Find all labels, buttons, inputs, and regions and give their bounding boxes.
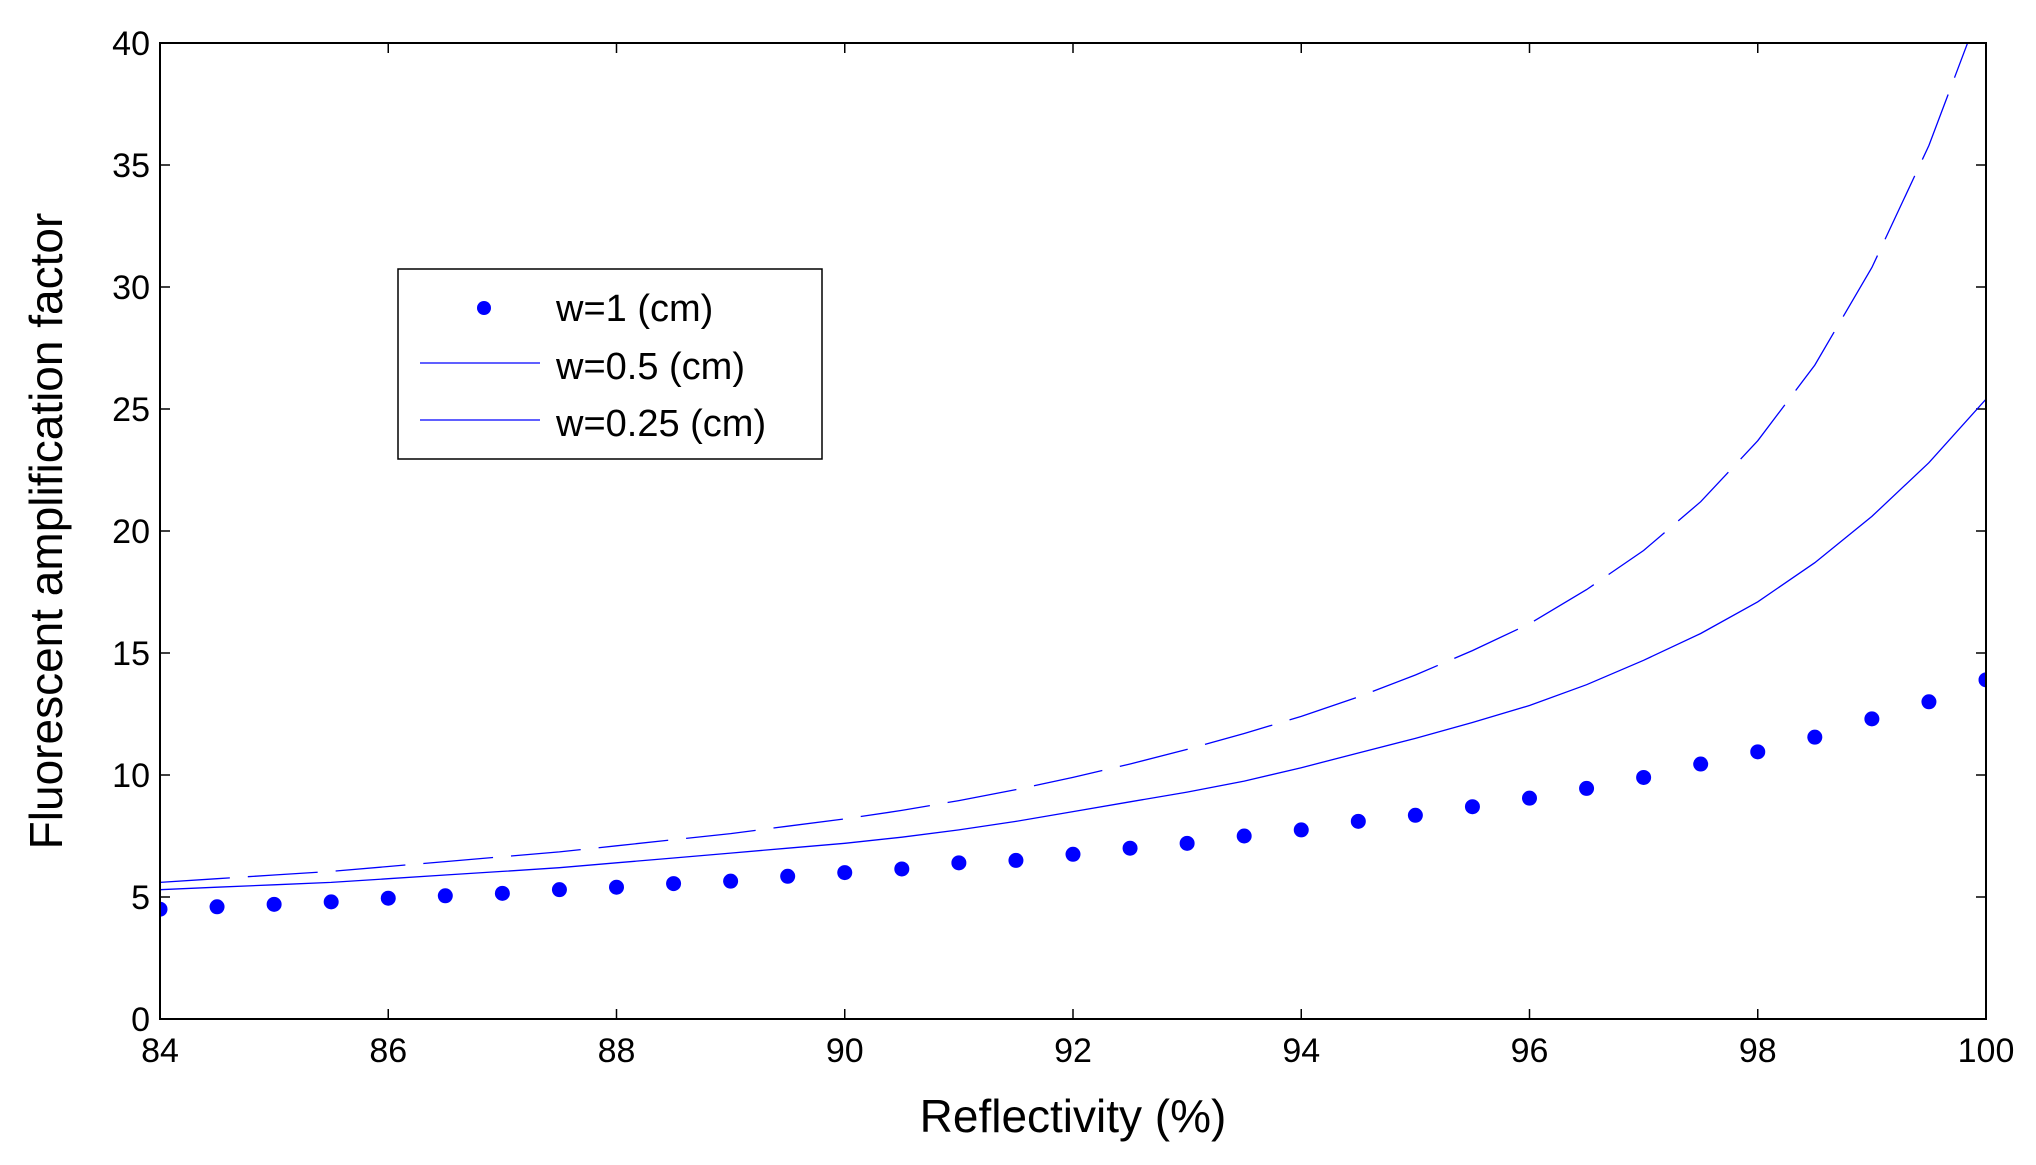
data-point [380, 890, 396, 906]
series-line-1 [160, 398, 1986, 891]
y-tick-label: 5 [131, 879, 150, 917]
data-point [1122, 840, 1138, 856]
data-point [1807, 729, 1823, 745]
data-point [551, 882, 567, 898]
data-point [1978, 672, 1986, 688]
x-tick-label: 98 [1739, 1032, 1777, 1070]
data-point [1579, 780, 1595, 796]
data-point [1179, 835, 1195, 851]
data-point [160, 901, 168, 917]
y-axis-title: Fluorescent amplification factor [20, 213, 72, 850]
x-tick-label: 88 [598, 1032, 636, 1070]
data-point [609, 879, 624, 895]
data-point [837, 865, 853, 881]
y-tick-label: 25 [112, 391, 150, 429]
legend: w=1 (cm) w=0.5 (cm) w=0.25 (cm) [397, 268, 823, 460]
data-point [323, 894, 339, 910]
x-tick-label: 92 [1054, 1032, 1092, 1070]
y-tick-label: 35 [112, 147, 150, 185]
data-point [1693, 756, 1709, 772]
data-point [666, 876, 682, 892]
data-point [1921, 694, 1937, 710]
data-point [494, 885, 510, 901]
x-tick-label: 96 [1511, 1032, 1549, 1070]
data-point [1236, 828, 1252, 844]
data-point [1750, 744, 1766, 760]
legend-label-w025: w=0.25 (cm) [555, 403, 766, 445]
data-point [266, 896, 282, 912]
data-point [1065, 846, 1081, 862]
data-point [1350, 813, 1366, 829]
data-point [951, 855, 967, 871]
y-tick-label: 0 [131, 1001, 150, 1039]
legend-label-w05: w=0.5 (cm) [555, 346, 745, 388]
data-point [723, 873, 739, 889]
x-tick-label: 90 [826, 1032, 864, 1070]
legend-box [397, 268, 823, 460]
data-point [1407, 807, 1423, 823]
x-tick-label: 94 [1282, 1032, 1320, 1070]
data-point [209, 899, 225, 915]
data-point [1464, 799, 1480, 815]
x-tick-label: 86 [369, 1032, 407, 1070]
data-point [437, 888, 453, 904]
data-point [1293, 822, 1309, 838]
legend-marker-w1 [477, 301, 491, 315]
data-point [894, 861, 910, 877]
data-point [1008, 852, 1024, 868]
data-point [1864, 711, 1880, 727]
plot-frame [159, 42, 1987, 1020]
data-point [780, 868, 796, 884]
series-layer [160, 43, 1986, 917]
series-line-2 [160, 43, 1969, 884]
data-point [1636, 769, 1652, 785]
y-tick-label: 15 [112, 635, 150, 673]
y-tick-label: 40 [112, 25, 150, 63]
tick-labels: 84 86 88 90 92 94 96 98 100 0 5 10 15 20 25 30 35 40 [112, 25, 2014, 1070]
x-axis-title: Reflectivity (%) [920, 1090, 1227, 1142]
y-tick-label: 20 [112, 513, 150, 551]
y-tick-label: 10 [112, 757, 150, 795]
legend-label-w1: w=1 (cm) [555, 288, 713, 330]
x-tick-label: 84 [141, 1032, 179, 1070]
y-tick-label: 30 [112, 269, 150, 307]
x-tick-label: 100 [1958, 1032, 2015, 1070]
data-point [1522, 790, 1537, 806]
